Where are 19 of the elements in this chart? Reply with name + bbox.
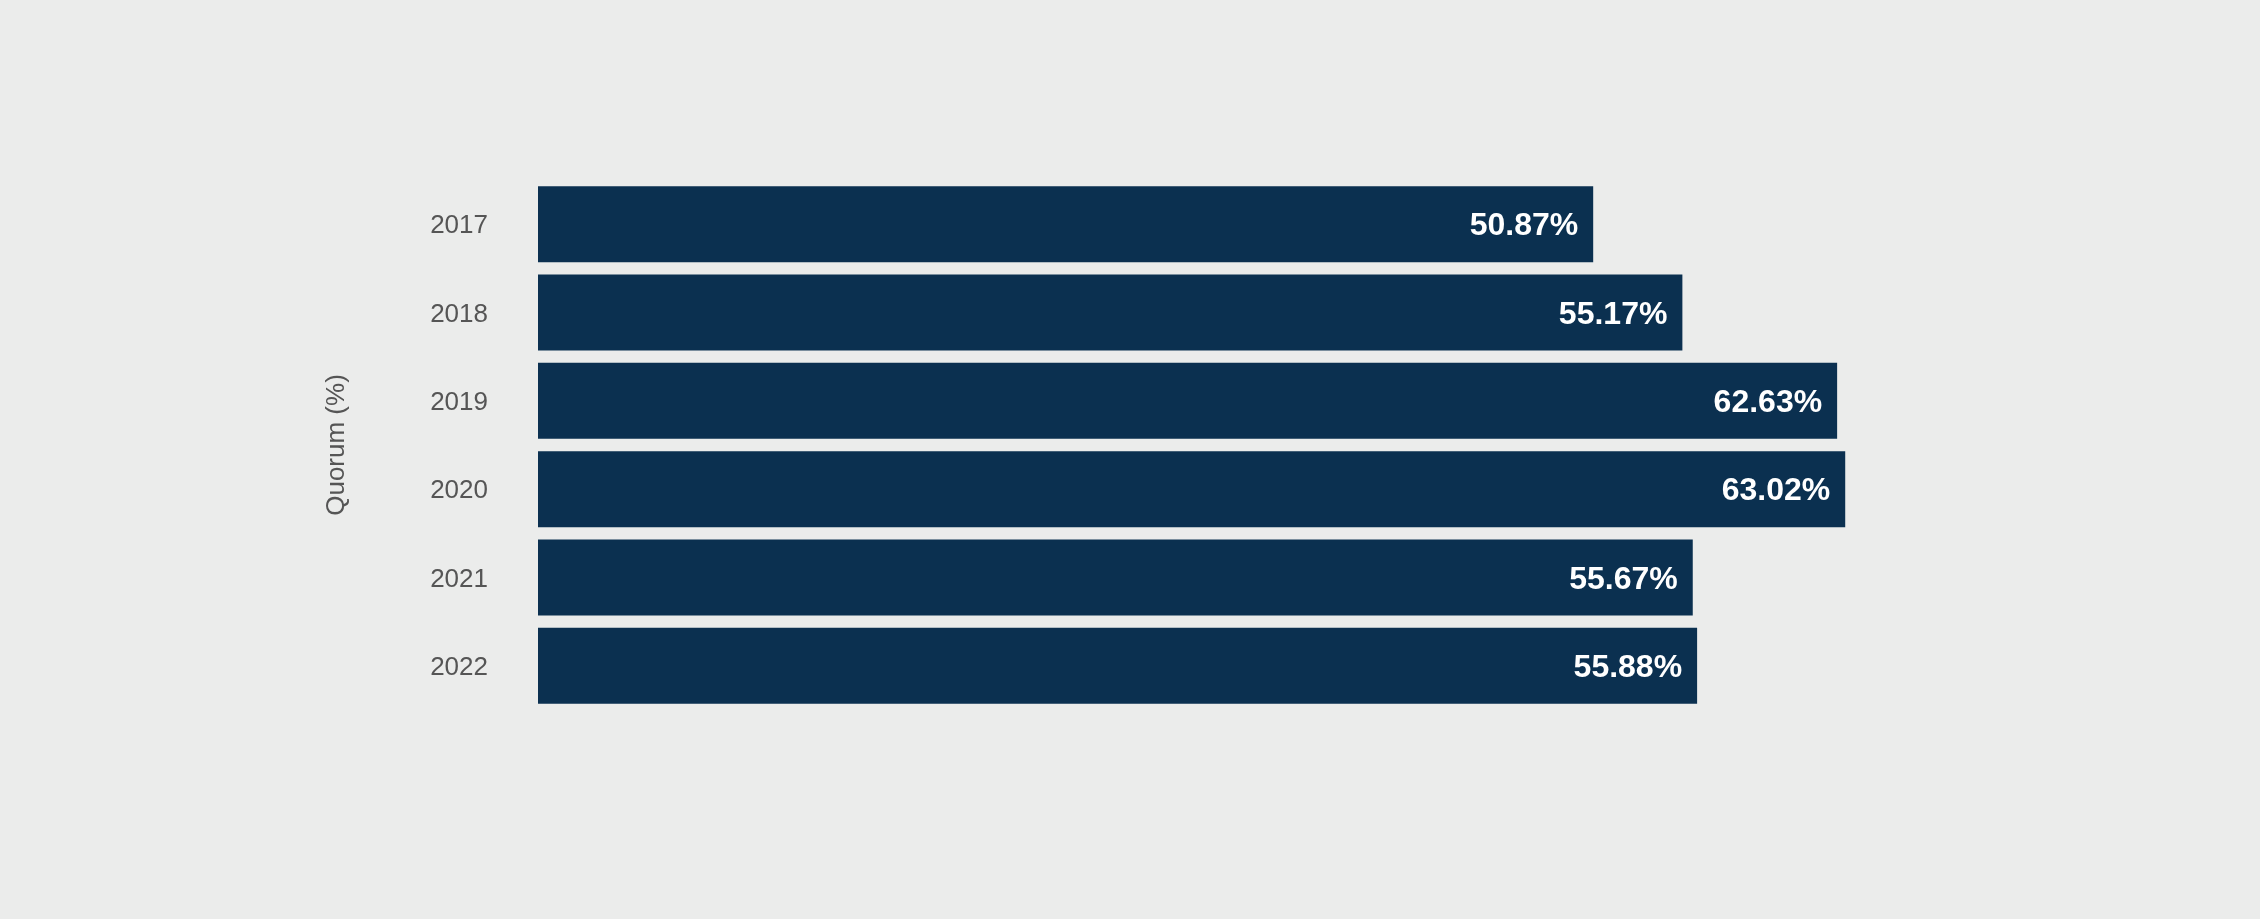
data-label: 63.02% [1721, 471, 1831, 508]
y-tick-label: 2018 [430, 297, 488, 328]
y-tick-label: 2022 [430, 650, 488, 681]
y-tick-label: 2019 [430, 385, 488, 416]
data-label: 55.88% [1573, 647, 1683, 684]
bar [538, 451, 1846, 528]
y-tick-label: 2017 [430, 209, 488, 240]
bar [538, 539, 1693, 616]
bar [538, 362, 1838, 439]
data-label: 62.63% [1713, 382, 1823, 419]
data-label: 50.87% [1469, 206, 1579, 243]
data-label: 55.67% [1569, 559, 1678, 596]
bar [538, 274, 1683, 351]
bar [538, 627, 1698, 704]
y-tick-label: 2020 [430, 474, 488, 505]
y-axis-title: Quorum (%) [320, 374, 350, 516]
data-label: 55.17% [1558, 294, 1668, 331]
y-tick-label: 2021 [430, 562, 488, 593]
bar [538, 186, 1594, 263]
